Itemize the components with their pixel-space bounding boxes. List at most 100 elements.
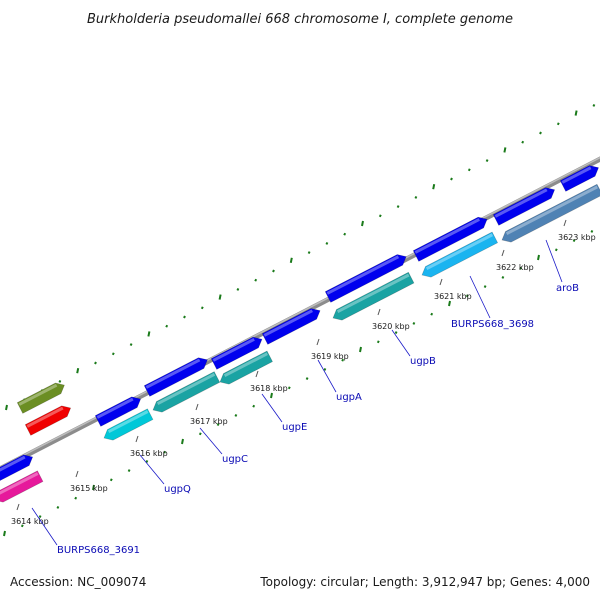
gene-leader-line (545, 239, 563, 283)
gene-red (24, 405, 72, 436)
gc-dot (378, 214, 382, 218)
gene-leader-line (31, 507, 58, 546)
gc-dot (307, 251, 311, 255)
gc-dot (465, 294, 469, 298)
gc-dot (129, 343, 133, 347)
gc-dot (305, 377, 309, 381)
gene-ugpQ (103, 408, 154, 441)
scale-tick-label: 3618 kbp (250, 384, 288, 393)
gc-dot (590, 229, 594, 233)
gc-dot (485, 159, 489, 163)
gc-dot (58, 379, 62, 383)
gc-dot (181, 438, 184, 445)
scale-tick (255, 370, 259, 378)
gene-arrow (332, 271, 415, 321)
gene-ugpC (152, 371, 221, 413)
gc-dot (323, 367, 327, 371)
gc-dot (111, 352, 115, 356)
gene-features (0, 165, 600, 503)
gc-dot (218, 294, 222, 300)
gc-dot (450, 177, 453, 181)
gc-dot (556, 122, 560, 126)
gene-label: ugpA (336, 392, 362, 403)
scale-tick (316, 338, 320, 346)
gene-arrow (210, 336, 263, 370)
gene-highlight (0, 472, 39, 496)
gene-arrow (261, 308, 321, 345)
gene-arrow (324, 254, 407, 303)
gene-3700 (559, 165, 599, 192)
gc-dot (376, 340, 380, 344)
gc-dot (574, 110, 578, 116)
gc-dot (94, 361, 97, 365)
gene-label: ugpQ (164, 484, 191, 495)
summary-text: Topology: circular; Length: 3,912,947 bp… (259, 575, 590, 589)
gc-dot (412, 321, 416, 325)
gc-dot (503, 147, 507, 153)
accession-text: Accession: NC_009074 (10, 575, 146, 589)
gc-dot (56, 505, 60, 509)
gene-highlight (156, 372, 216, 406)
gene-ugpA (324, 254, 407, 303)
gene-arrow (143, 357, 208, 397)
scale-tick (75, 470, 79, 478)
gene-arrow (0, 470, 44, 503)
scale-tick-label: 3616 kbp (130, 449, 168, 458)
gene-highlight (96, 397, 134, 419)
gc-dot (92, 484, 95, 491)
gene-highlight (18, 383, 58, 406)
gc-dot (430, 312, 434, 316)
gene-leader-line (199, 427, 223, 455)
scale-tick-label: 3614 kbp (11, 517, 49, 526)
gene-leader-line (317, 359, 337, 393)
gene-highlight (145, 358, 201, 389)
gene-3690 (0, 454, 34, 485)
gc-dot (501, 275, 505, 279)
gc-dot (145, 459, 149, 463)
scale-tick-label: 3621 kbp (434, 292, 472, 301)
gene-arrow (94, 396, 142, 427)
gc-dot (20, 524, 24, 528)
gene-leader-line (469, 275, 491, 319)
gc-dot (483, 285, 487, 289)
backbone-line (0, 156, 600, 472)
gc-dot (236, 287, 240, 291)
gc-dots-inner (3, 229, 594, 537)
gene-highlight (561, 166, 592, 184)
gc-dot (183, 315, 186, 319)
gene-arrow (103, 408, 154, 441)
gene-arrow (412, 216, 488, 262)
gene-arrow (24, 405, 72, 436)
gc-dot (287, 386, 291, 390)
gene-3699 (492, 187, 556, 226)
gene-arrow (0, 454, 34, 485)
gene-highlight (263, 309, 313, 337)
gene-BURPS668_3691 (0, 470, 44, 503)
gc-dot (3, 530, 6, 537)
gc-dot (359, 346, 362, 353)
scale-tick (16, 503, 20, 511)
gc-dot (394, 331, 398, 335)
gc-dot (448, 300, 451, 307)
gc-dot (254, 278, 258, 282)
gene-highlight (414, 218, 480, 254)
gc-dot (343, 232, 347, 236)
scale-tick (439, 278, 443, 286)
gc-dot (216, 423, 220, 427)
gene-3694 (210, 336, 263, 370)
gc-dot (5, 404, 8, 411)
gene-highlight (336, 273, 410, 314)
gene-arrow (16, 382, 65, 414)
gc-dot (76, 368, 80, 374)
gc-dots-outer (5, 103, 596, 411)
gene-label: ugpC (222, 454, 248, 465)
scale-tick (195, 403, 199, 411)
scale-tick-label: 3619 kbp (311, 352, 349, 361)
gene-3695 (261, 308, 321, 345)
gene-arrow (492, 187, 556, 226)
gc-dot (252, 404, 256, 408)
gc-dot (289, 257, 293, 263)
gene-label: BURPS668_3698 (451, 319, 534, 330)
gene-highlight (494, 188, 548, 218)
gene-highlight (107, 410, 149, 434)
